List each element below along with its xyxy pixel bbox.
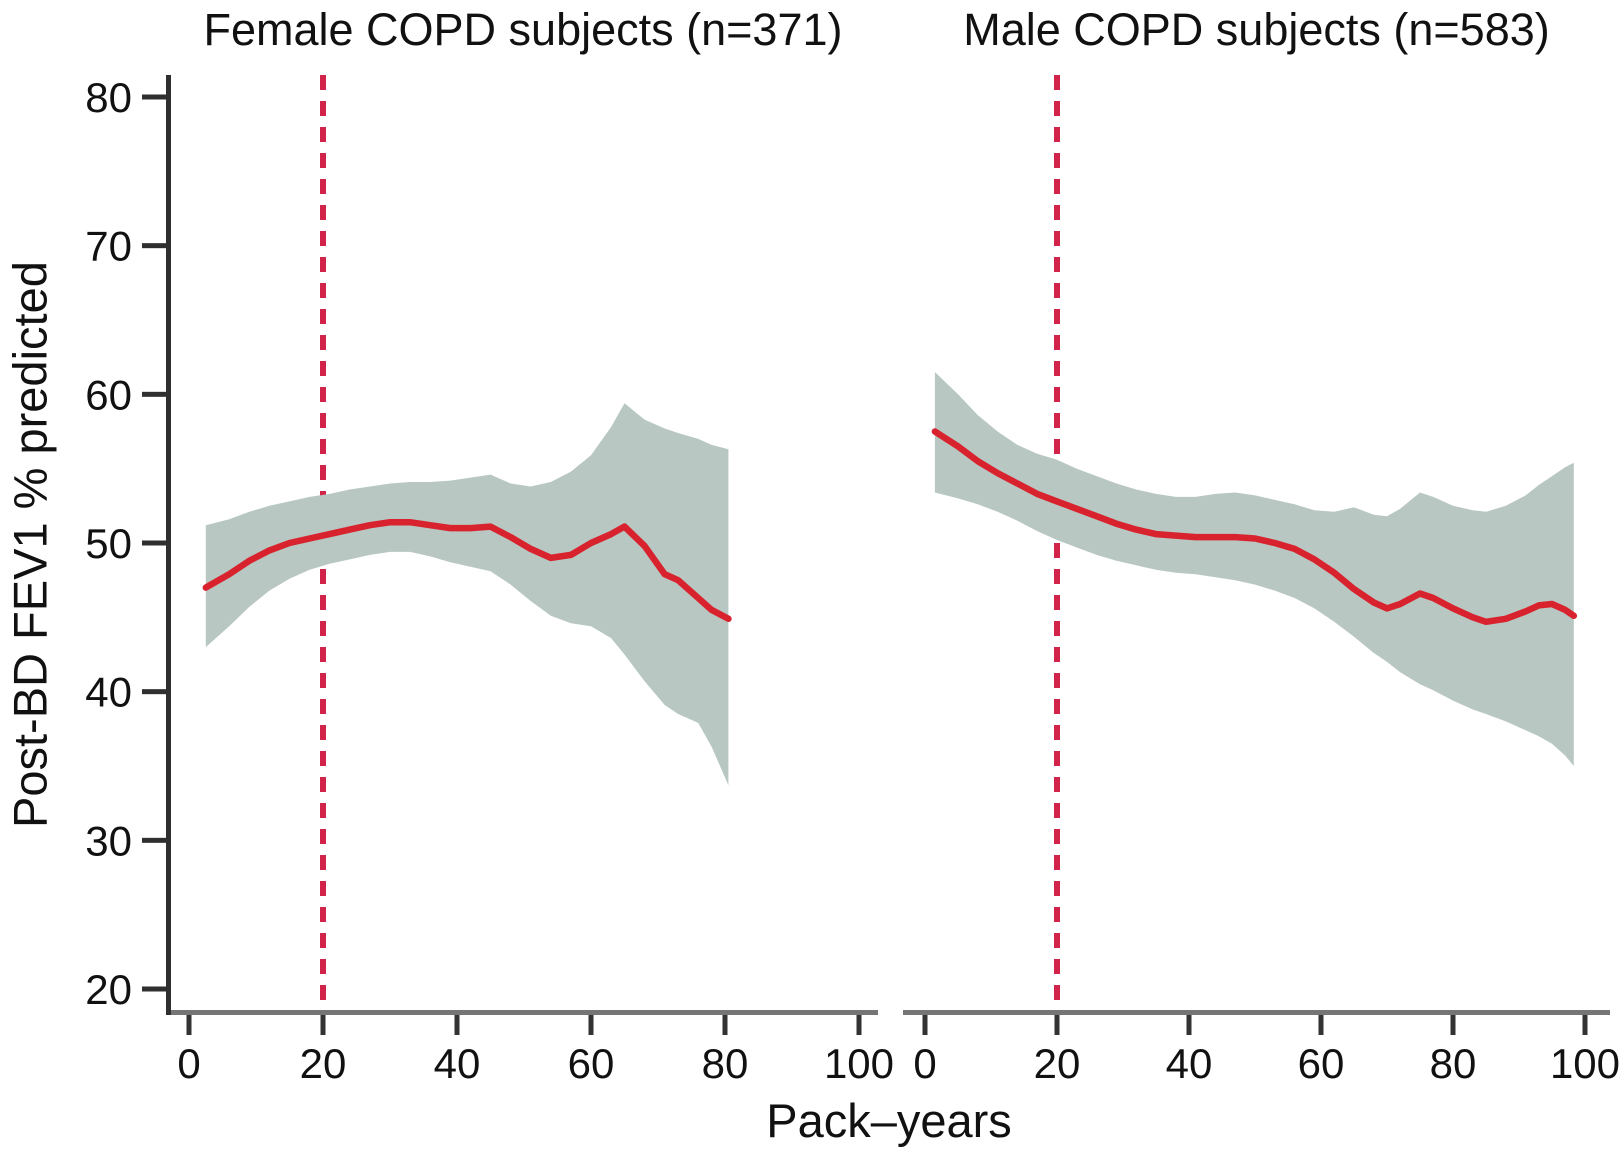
y-tick bbox=[142, 540, 166, 546]
x-axis-label: Pack–years bbox=[766, 1094, 1012, 1147]
x-tick-label: 100 bbox=[824, 1040, 894, 1087]
y-tick bbox=[142, 986, 166, 992]
panel-title-female: Female COPD subjects (n=371) bbox=[203, 4, 843, 55]
x-tick-label: 60 bbox=[1298, 1040, 1345, 1087]
x-tick bbox=[722, 1015, 728, 1035]
y-tick bbox=[142, 94, 166, 100]
x-tick-label: 60 bbox=[568, 1040, 615, 1087]
x-tick-label: 40 bbox=[434, 1040, 481, 1087]
x-tick bbox=[588, 1015, 594, 1035]
x-axis-line bbox=[166, 1010, 878, 1015]
x-tick bbox=[1054, 1015, 1060, 1035]
confidence-band bbox=[934, 372, 1574, 766]
x-tick bbox=[1450, 1015, 1456, 1035]
x-tick bbox=[454, 1015, 460, 1035]
x-tick-label: 80 bbox=[1430, 1040, 1477, 1087]
x-tick-label: 0 bbox=[913, 1040, 936, 1087]
y-tick-label: 20 bbox=[85, 966, 132, 1013]
y-tick-label: 80 bbox=[85, 74, 132, 121]
y-tick bbox=[142, 243, 166, 249]
x-axis-line bbox=[903, 1010, 1610, 1015]
x-tick bbox=[922, 1015, 928, 1035]
y-tick-label: 70 bbox=[85, 223, 132, 270]
x-tick bbox=[1318, 1015, 1324, 1035]
x-tick-label: 100 bbox=[1550, 1040, 1620, 1087]
y-axis-line bbox=[166, 75, 171, 1015]
y-tick-label: 60 bbox=[85, 371, 132, 418]
x-tick-label: 20 bbox=[1034, 1040, 1081, 1087]
x-tick bbox=[856, 1015, 862, 1035]
y-axis-label: Post-BD FEV1 % predicted bbox=[3, 261, 57, 829]
mean-line bbox=[202, 518, 732, 623]
y-tick bbox=[142, 689, 166, 695]
x-tick-label: 0 bbox=[177, 1040, 200, 1087]
y-tick bbox=[142, 837, 166, 843]
y-tick-label: 40 bbox=[85, 669, 132, 716]
y-tick bbox=[142, 391, 166, 397]
x-tick-label: 40 bbox=[1166, 1040, 1213, 1087]
y-tick-label: 50 bbox=[85, 520, 132, 567]
y-tick-label: 30 bbox=[85, 817, 132, 864]
x-tick bbox=[320, 1015, 326, 1035]
x-tick bbox=[186, 1015, 192, 1035]
confidence-band bbox=[205, 403, 729, 786]
x-tick-label: 80 bbox=[702, 1040, 749, 1087]
mean-line bbox=[931, 428, 1578, 626]
panel-title-male: Male COPD subjects (n=583) bbox=[963, 4, 1550, 55]
x-tick bbox=[1186, 1015, 1192, 1035]
x-tick bbox=[1582, 1015, 1588, 1035]
x-tick-label: 20 bbox=[300, 1040, 347, 1087]
